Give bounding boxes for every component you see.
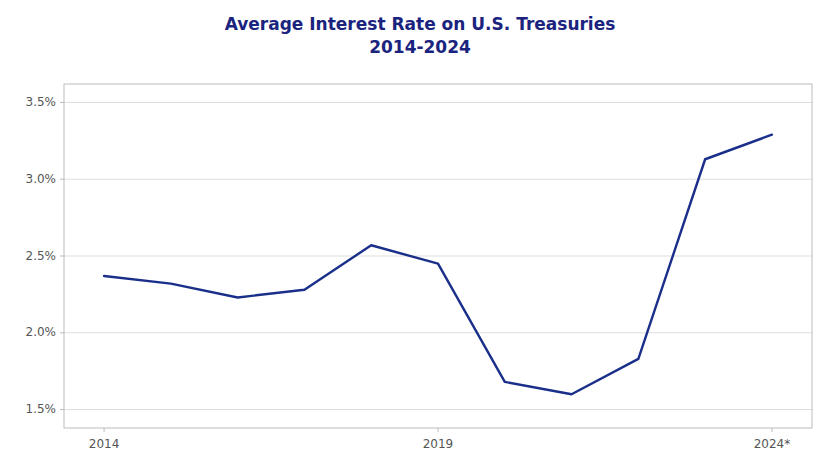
plot-frame [64, 84, 812, 428]
x-axis: 2014 2019 2024* [89, 428, 790, 451]
x-tick-label: 2014 [89, 437, 120, 451]
y-tick-label: 3.0% [26, 172, 57, 186]
y-tick-label: 3.5% [26, 95, 57, 109]
data-line [104, 135, 772, 395]
grid-line [64, 102, 812, 103]
y-tick-label: 2.5% [26, 249, 57, 263]
title: Average Interest Rate on U.S. Treasuries… [225, 14, 616, 57]
y-tick [60, 179, 64, 180]
y-tick-label: 1.5% [26, 402, 57, 416]
y-tick [60, 409, 64, 410]
x-tick-label: 2024* [754, 437, 791, 451]
y-tick [60, 102, 64, 103]
grid-line [64, 332, 812, 333]
grid [64, 102, 812, 409]
y-tick [60, 332, 64, 333]
x-tick [438, 428, 439, 432]
x-tick [104, 428, 105, 432]
chart-svg: Average Interest Rate on U.S. Treasuries… [0, 0, 840, 472]
x-tick [771, 428, 772, 432]
x-tick-label: 2019 [423, 437, 454, 451]
y-axis: 1.5% 2.0% 2.5% 3.0% 3.5% [26, 95, 65, 416]
grid-line [64, 409, 812, 410]
plot-area [104, 135, 772, 395]
chart-container: Average Interest Rate on U.S. Treasuries… [0, 0, 840, 472]
grid-line [64, 256, 812, 257]
y-tick [60, 256, 64, 257]
y-tick-label: 2.0% [26, 325, 57, 339]
